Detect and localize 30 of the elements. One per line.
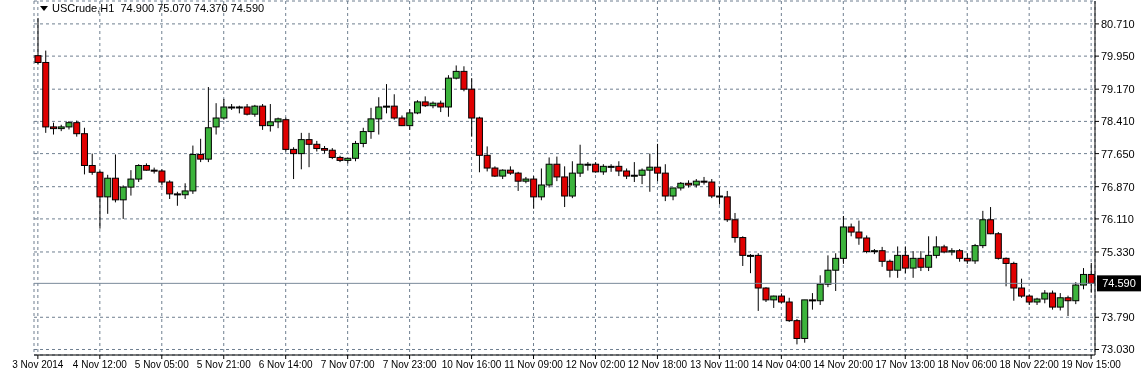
y-tick-label: 73.790 (1101, 311, 1135, 324)
x-tick-label: 18 Nov 06:00 (937, 359, 998, 371)
x-tick-label: 11 Nov 09:00 (504, 359, 564, 371)
y-tick-label: 78.410 (1101, 115, 1135, 128)
x-tick-label: 18 Nov 22:00 (999, 359, 1060, 371)
x-tick-label: 3 Nov 2014 (12, 359, 64, 371)
x-tick-label: 4 Nov 12:00 (72, 359, 128, 371)
x-tick-label: 12 Nov 18:00 (627, 359, 688, 371)
x-tick-label: 14 Nov 20:00 (813, 359, 874, 371)
x-tick-label: 12 Nov 02:00 (565, 359, 626, 371)
y-tick-label: 73.030 (1101, 343, 1135, 356)
x-tick-label: 19 Nov 15:00 (1061, 359, 1122, 371)
x-tick-label: 7 Nov 23:00 (382, 359, 438, 371)
x-tick-label: 7 Nov 07:00 (320, 359, 376, 371)
chart-title: USCrude,H1 74.900 75.070 74.370 74.590 (52, 2, 265, 14)
ref-line-label: 74.590 (1102, 277, 1136, 290)
x-tick-label: 14 Nov 04:00 (751, 359, 812, 371)
y-tick-label: 76.110 (1101, 212, 1134, 225)
y-tick-label: 75.330 (1101, 245, 1135, 258)
y-tick-label: 80.710 (1101, 17, 1135, 30)
y-tick-label: 76.870 (1101, 180, 1135, 193)
x-tick-label: 13 Nov 11:00 (690, 359, 750, 371)
x-tick-label: 5 Nov 05:00 (134, 359, 190, 371)
x-tick-label: 6 Nov 14:00 (258, 359, 314, 371)
y-tick-label: 77.650 (1101, 147, 1135, 160)
x-tick-label: 17 Nov 13:00 (875, 359, 936, 371)
y-tick-label: 79.950 (1101, 50, 1135, 63)
x-tick-label: 5 Nov 21:00 (196, 359, 252, 371)
x-tick-label: 10 Nov 16:00 (441, 359, 502, 371)
y-tick-label: 79.170 (1101, 83, 1135, 96)
